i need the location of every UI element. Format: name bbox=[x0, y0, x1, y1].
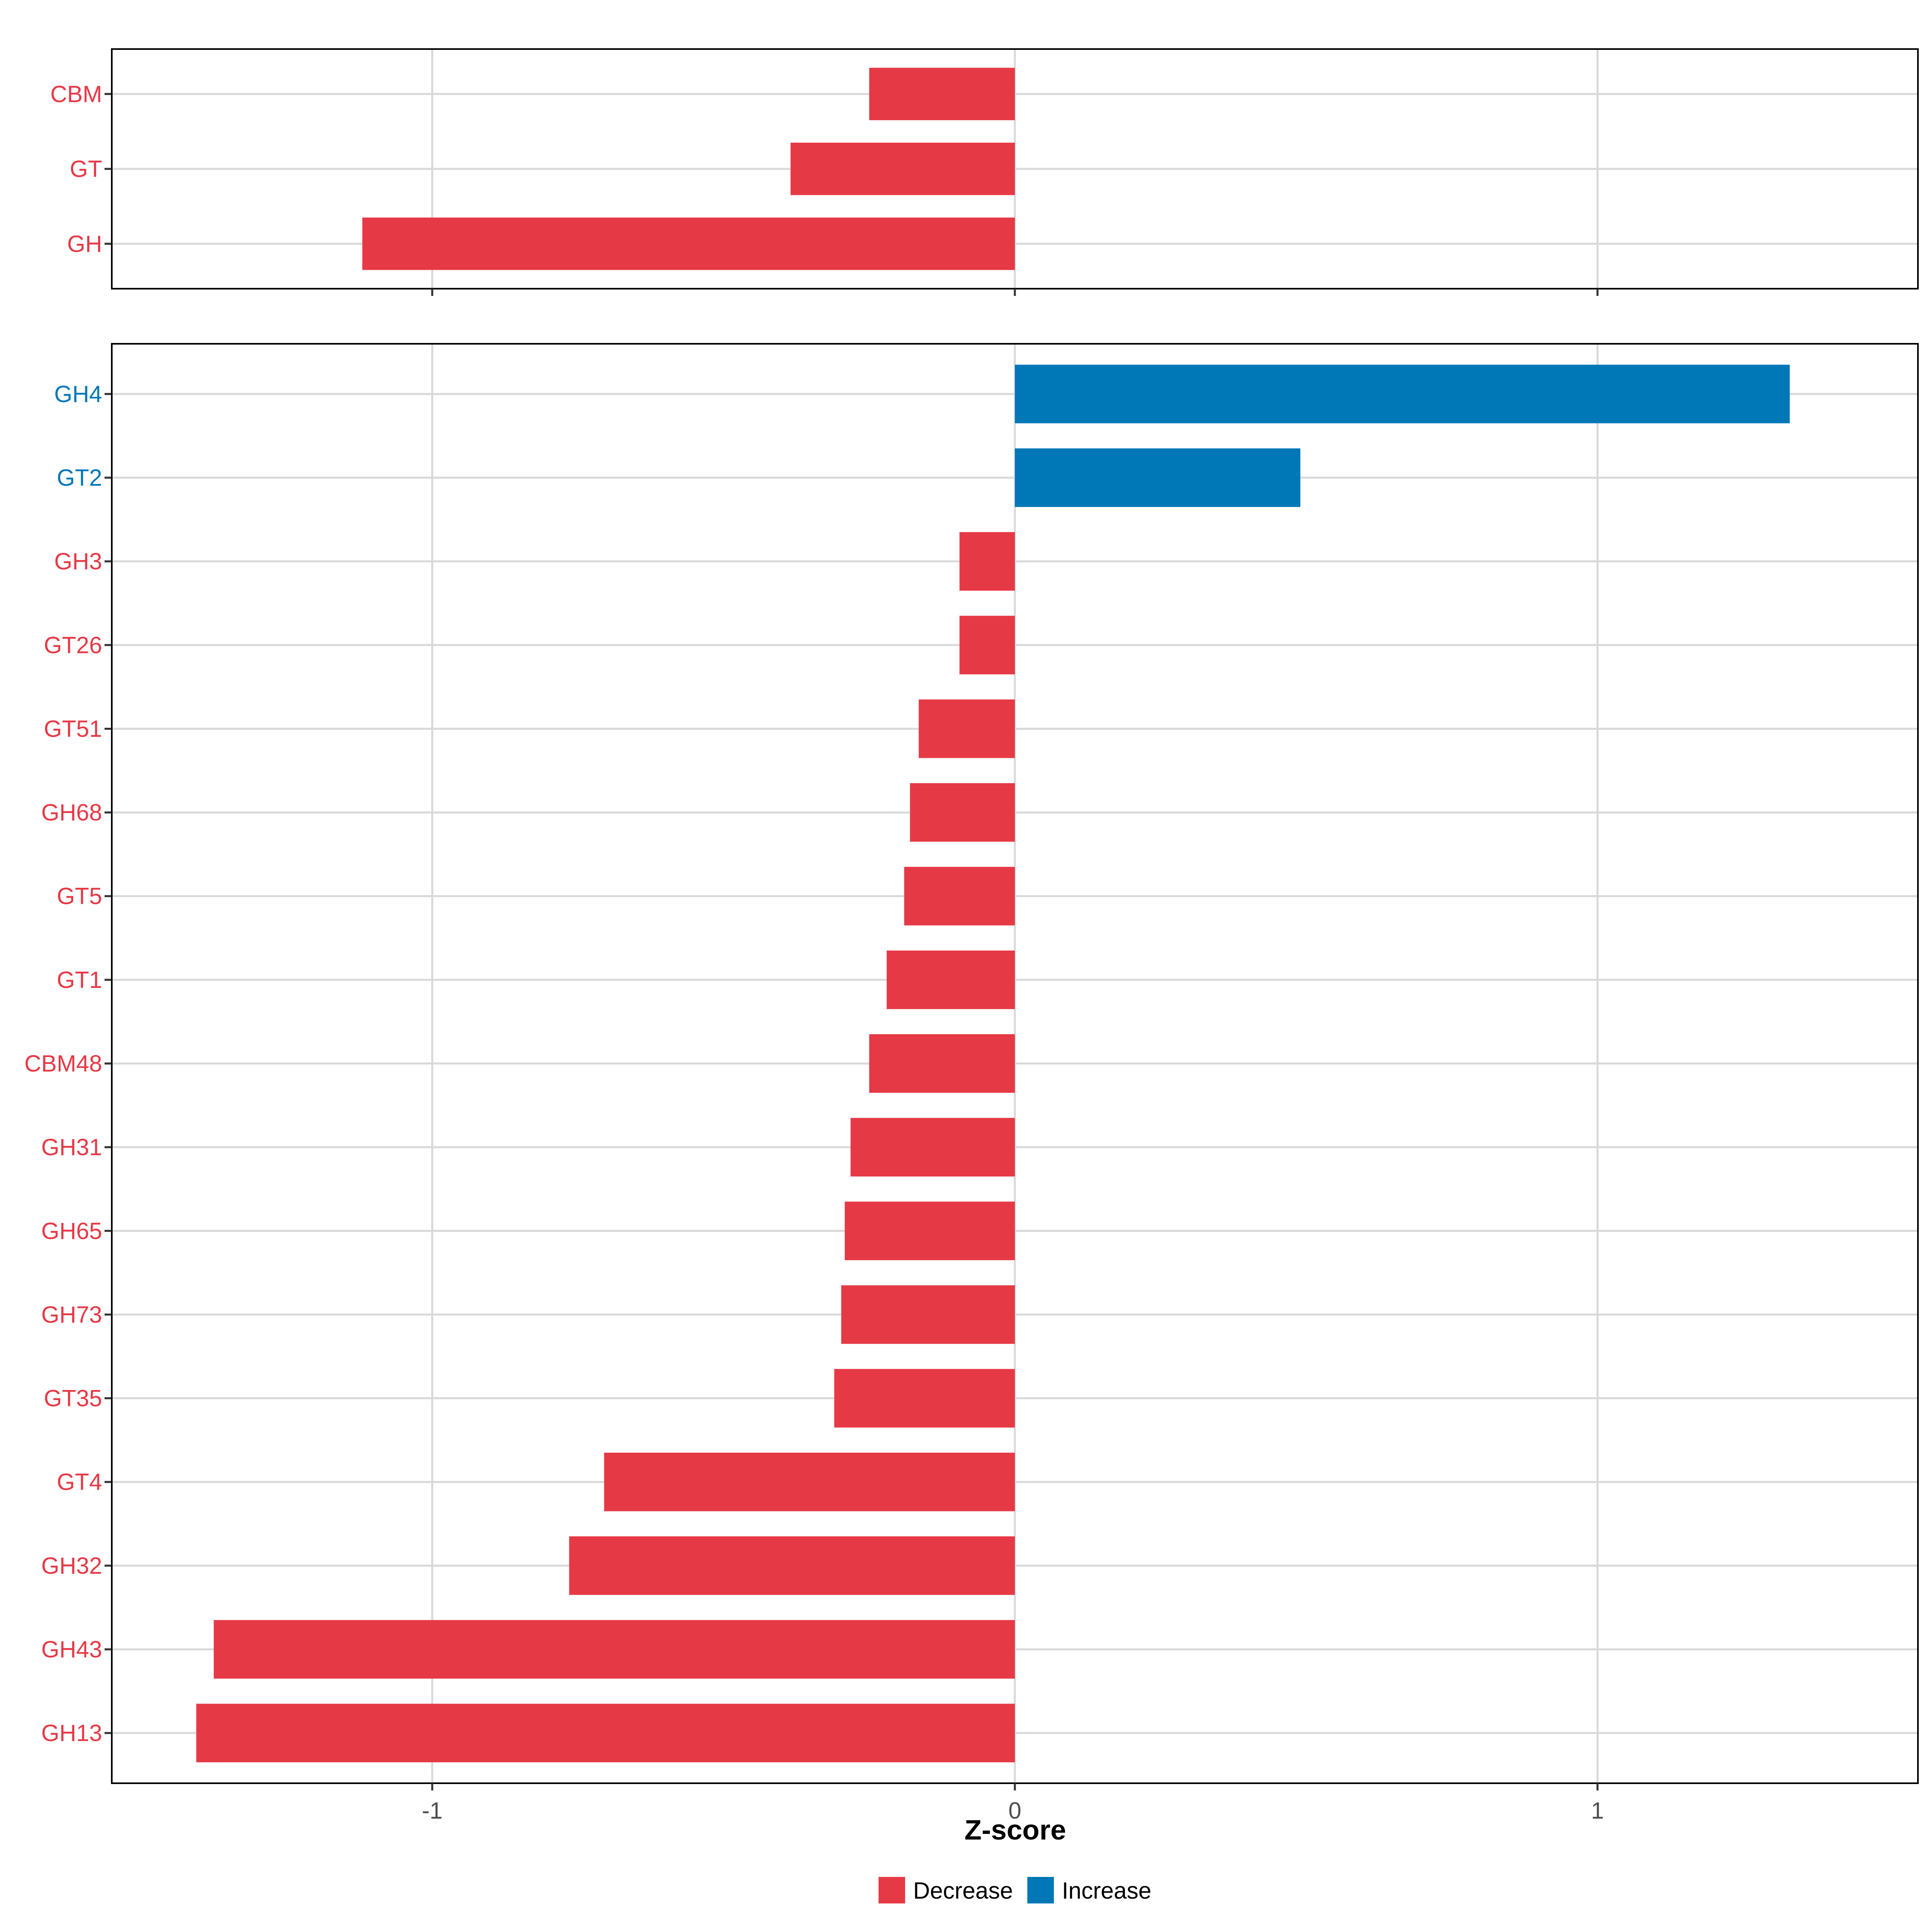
x-axis: -1 0 1 bbox=[422, 1798, 1604, 1824]
bar-gh73 bbox=[841, 1285, 1015, 1344]
category-label-gh32: GH32 bbox=[41, 1553, 102, 1579]
x-tick-label: -1 bbox=[422, 1798, 443, 1824]
bar-gh31 bbox=[850, 1118, 1015, 1176]
category-label-gh4: GH4 bbox=[54, 381, 102, 407]
legend-label-increase: Increase bbox=[1062, 1878, 1151, 1904]
category-label-gh3: GH3 bbox=[54, 548, 102, 575]
bar-cbm48 bbox=[869, 1034, 1015, 1093]
category-label-gh65: GH65 bbox=[41, 1218, 102, 1244]
bar-gt bbox=[790, 142, 1015, 195]
category-label-gt2: GT2 bbox=[57, 465, 102, 491]
panel-detail: GH4 GT2 GH3 GT26 GT51 GH68 GT5 GT1 CBM48 GH31 GH65… bbox=[25, 343, 1919, 1790]
bar-gh bbox=[362, 218, 1015, 270]
bar-gh43 bbox=[214, 1620, 1015, 1679]
bar-gh68 bbox=[910, 783, 1015, 842]
bar-gh13 bbox=[196, 1704, 1015, 1762]
category-label-gt5: GT5 bbox=[57, 883, 102, 910]
bar-gt26 bbox=[959, 616, 1015, 675]
category-label-gt51: GT51 bbox=[44, 716, 102, 742]
bar-gt5 bbox=[904, 866, 1015, 926]
bar-gh4 bbox=[1015, 365, 1790, 423]
category-label-cbm48: CBM48 bbox=[25, 1051, 102, 1077]
category-label-gh43: GH43 bbox=[41, 1636, 102, 1663]
bar-cbm bbox=[869, 68, 1015, 120]
category-label-gt26: GT26 bbox=[44, 632, 102, 658]
category-label-gh31: GH31 bbox=[41, 1134, 102, 1160]
category-label-gt: GT bbox=[70, 156, 102, 182]
bar-gt51 bbox=[918, 699, 1015, 758]
category-label-gt4: GT4 bbox=[57, 1469, 102, 1495]
bar-gt4 bbox=[604, 1452, 1015, 1511]
legend-key-increase bbox=[1027, 1877, 1054, 1903]
category-label-cbm: CBM bbox=[50, 81, 102, 107]
bar-gt35 bbox=[834, 1369, 1015, 1428]
legend-label-decrease: Decrease bbox=[913, 1878, 1013, 1904]
category-label-gh73: GH73 bbox=[41, 1302, 102, 1328]
category-label-gt35: GT35 bbox=[44, 1386, 102, 1412]
x-axis-title: Z-score bbox=[965, 1814, 1066, 1846]
panel-summary: CBM GT GH bbox=[50, 48, 1919, 296]
bar-gh32 bbox=[569, 1536, 1015, 1595]
legend-key-decrease bbox=[879, 1877, 905, 1903]
legend: Decrease Increase bbox=[879, 1877, 1151, 1904]
bar-gt2 bbox=[1015, 448, 1301, 507]
x-tick-label: 1 bbox=[1591, 1798, 1604, 1824]
bar-gt1 bbox=[887, 951, 1015, 1009]
category-label-gh13: GH13 bbox=[41, 1720, 102, 1746]
category-label-gh68: GH68 bbox=[41, 800, 102, 826]
bar-gh3 bbox=[959, 532, 1015, 591]
x-tick-label: 0 bbox=[1008, 1798, 1021, 1824]
bar-gh65 bbox=[844, 1201, 1015, 1261]
category-label-gh: GH bbox=[67, 231, 102, 257]
category-label-gt1: GT1 bbox=[57, 967, 102, 993]
